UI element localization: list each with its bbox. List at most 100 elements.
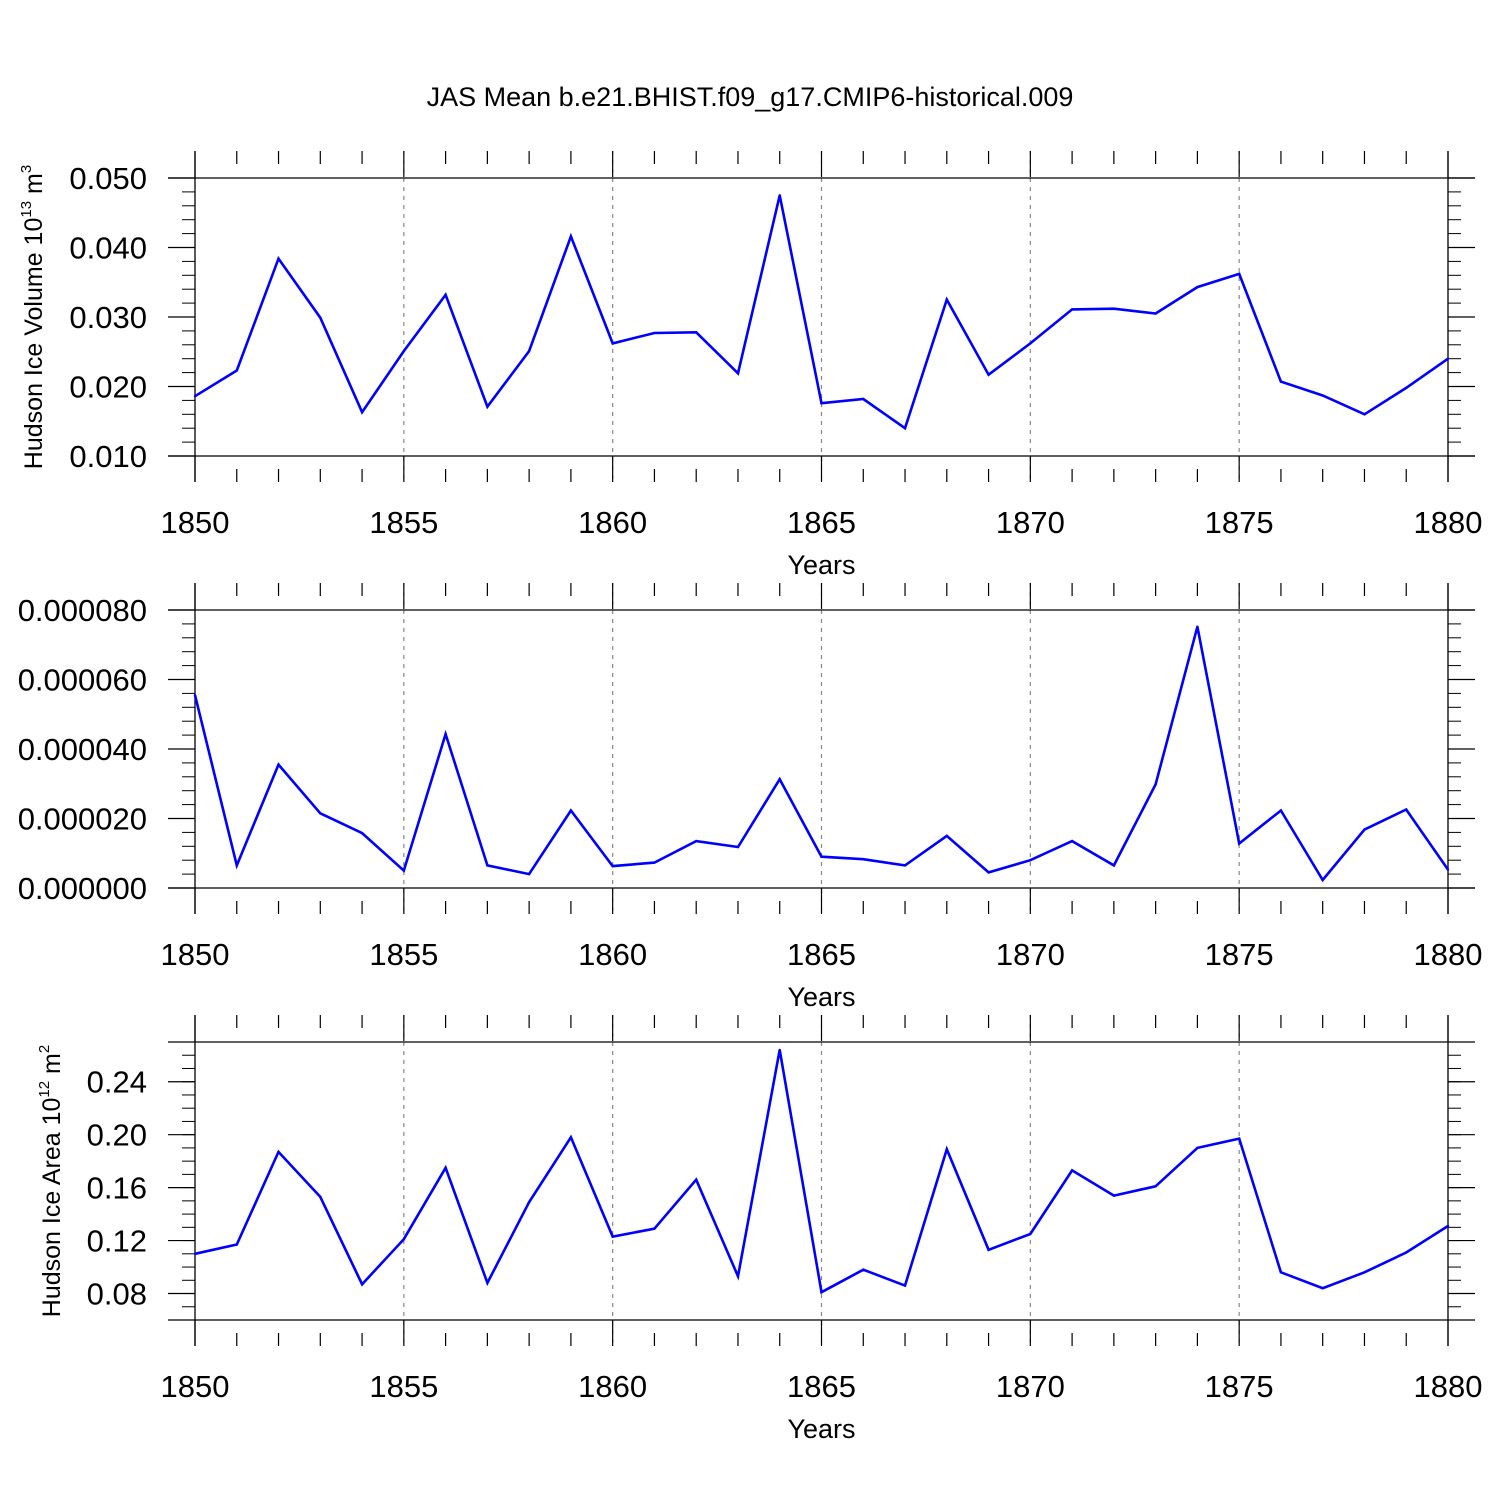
data-point — [778, 778, 781, 781]
data-point — [402, 349, 406, 353]
data-point — [1237, 842, 1241, 845]
y-axis-label-superscript: 3 — [18, 165, 35, 173]
data-point — [402, 1238, 406, 1241]
data-point — [569, 809, 573, 812]
data-point — [319, 1195, 322, 1199]
data-point — [653, 331, 656, 335]
panel-3: 1850 1855 1860 1865 1870 1875 1880 0.08 0.12 0.16… — [36, 1015, 1482, 1444]
data-point — [903, 864, 907, 867]
data-point — [277, 257, 280, 260]
data-point — [736, 372, 740, 375]
y-axis-label: Hudson Ice Volume 1013 m3 — [18, 165, 48, 469]
data-point — [1070, 308, 1074, 311]
panels: 1850 1855 1860 1865 1870 1875 1880 0.010 0.020 0.… — [18, 151, 1483, 1444]
data-point — [402, 869, 406, 872]
data-point — [1446, 868, 1450, 871]
data-point — [695, 1178, 698, 1181]
data-point — [611, 864, 614, 868]
data-point — [1279, 809, 1283, 812]
y-axis-label-text: Hudson Ice Volume 10 — [20, 218, 48, 470]
x-tick-label: 1880 — [1414, 505, 1483, 540]
data-point — [1237, 272, 1241, 276]
y-tick-label: 0.20 — [87, 1118, 147, 1153]
data-point — [193, 1252, 197, 1256]
data-point — [695, 331, 698, 334]
data-point — [736, 1275, 740, 1278]
data-point — [1112, 307, 1116, 310]
y-axis-label-superscript: 2 — [36, 1045, 53, 1053]
x-tick-label: 1870 — [996, 505, 1065, 540]
y-tick-label: 0.16 — [87, 1171, 147, 1206]
data-point — [1321, 878, 1324, 882]
data-point — [778, 1048, 781, 1052]
x-axis-label: Years — [787, 1414, 855, 1444]
data-point — [820, 1291, 823, 1294]
data-point — [862, 857, 865, 861]
data-point — [1237, 1137, 1241, 1140]
x-tick-label: 1850 — [161, 937, 230, 972]
x-tick-label: 1865 — [787, 505, 856, 540]
data-point — [1196, 1146, 1199, 1150]
data-point — [193, 693, 197, 697]
y-axis-label-text: Hudson Ice Area 10 — [38, 1098, 66, 1318]
data-point — [611, 1235, 614, 1238]
data-point — [277, 1150, 280, 1154]
data-point — [1029, 342, 1032, 345]
data-point — [1321, 394, 1324, 397]
data-point — [945, 1148, 948, 1151]
x-tick-label: 1870 — [996, 1369, 1065, 1404]
data-point — [1154, 783, 1157, 786]
y-tick-label: 0.000020 — [18, 802, 147, 837]
data-point — [486, 864, 489, 867]
data-point — [1154, 1185, 1157, 1188]
series-line — [194, 195, 1449, 431]
data-point — [1446, 1224, 1450, 1228]
y-axis-label-text: m — [38, 1053, 66, 1081]
x-tick-label: 1880 — [1414, 937, 1483, 972]
data-point — [820, 855, 823, 858]
x-tick-label: 1875 — [1205, 1369, 1274, 1404]
data-point — [319, 812, 322, 815]
data-point — [1070, 839, 1074, 843]
y-axis-label: Hudson Ice Area 1012 m2 — [36, 1045, 66, 1317]
data-point — [1112, 864, 1116, 867]
data-point — [1405, 386, 1408, 390]
data-point — [1112, 1194, 1116, 1197]
data-point — [1070, 1169, 1074, 1172]
data-point — [1363, 413, 1366, 416]
x-axis-label: Years — [787, 982, 855, 1012]
y-tick-label: 0.010 — [69, 439, 147, 474]
data-point — [277, 763, 280, 766]
data-point — [987, 1248, 990, 1252]
data-point — [1446, 357, 1450, 360]
y-tick-label: 0.000040 — [18, 732, 147, 767]
data-point — [1279, 1271, 1283, 1274]
data-point — [987, 871, 990, 874]
data-point — [1405, 808, 1408, 811]
data-point — [862, 1268, 865, 1271]
x-tick-label: 1865 — [787, 1369, 856, 1404]
data-point — [486, 405, 489, 408]
y-tick-label: 0.08 — [87, 1277, 147, 1312]
data-point — [360, 831, 364, 835]
data-point — [1363, 828, 1366, 831]
x-axis-label: Years — [787, 550, 855, 580]
x-tick-label: 1855 — [369, 1369, 438, 1404]
y-tick-label: 0.12 — [87, 1224, 147, 1259]
x-tick-label: 1855 — [369, 505, 438, 540]
data-point — [987, 373, 990, 376]
x-tick-label: 1860 — [578, 505, 647, 540]
y-tick-label: 0.000060 — [18, 663, 147, 698]
x-tick-label: 1855 — [369, 937, 438, 972]
y-axis-label-superscript: 12 — [36, 1081, 53, 1098]
data-point — [862, 397, 865, 401]
data-point — [569, 235, 573, 238]
y-tick-label: 0.000000 — [18, 871, 147, 906]
data-point — [193, 395, 197, 398]
y-tick-label: 0.040 — [69, 231, 147, 266]
data-point — [1321, 1287, 1324, 1290]
data-point — [653, 1227, 656, 1230]
x-tick-label: 1850 — [161, 1369, 230, 1404]
x-tick-label: 1870 — [996, 937, 1065, 972]
data-point — [1029, 859, 1032, 862]
